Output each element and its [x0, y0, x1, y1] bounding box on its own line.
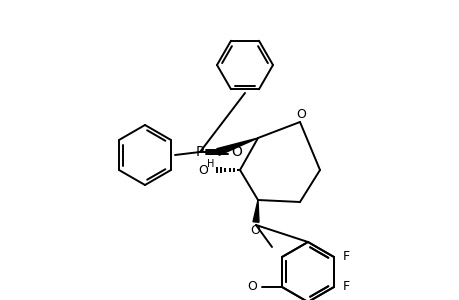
Text: F: F: [341, 250, 349, 263]
Text: O: O: [250, 224, 259, 236]
Text: O: O: [231, 145, 242, 159]
Text: H: H: [207, 159, 214, 169]
Text: O: O: [198, 164, 207, 176]
Text: P: P: [196, 145, 204, 159]
Text: O: O: [246, 280, 257, 293]
Text: O: O: [296, 107, 305, 121]
Text: F: F: [341, 280, 349, 293]
Polygon shape: [252, 200, 258, 222]
Polygon shape: [216, 138, 257, 155]
